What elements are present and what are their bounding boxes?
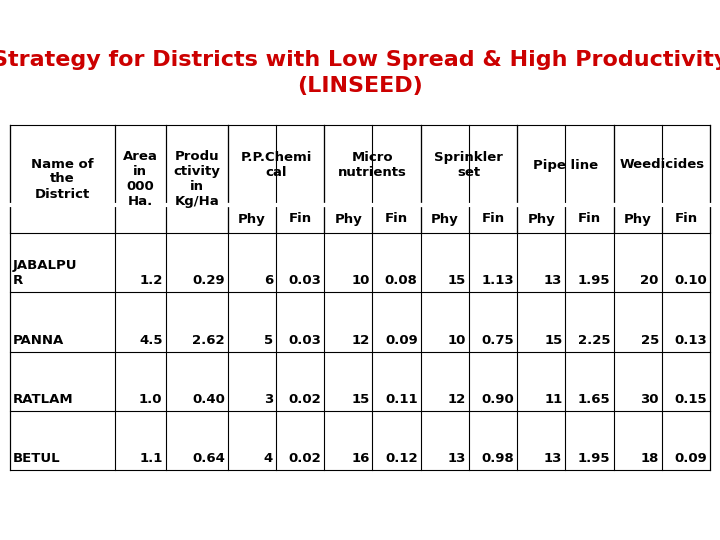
Text: 4: 4: [264, 452, 273, 465]
Text: 1.2: 1.2: [139, 274, 163, 287]
Text: 30: 30: [640, 393, 659, 406]
Text: Fin: Fin: [385, 213, 408, 226]
Text: 12: 12: [351, 334, 369, 347]
Text: 0.03: 0.03: [288, 334, 321, 347]
Text: 10: 10: [448, 334, 466, 347]
Text: Pipe line: Pipe line: [533, 159, 598, 172]
Text: 0.08: 0.08: [384, 274, 418, 287]
Text: Name of
the
District: Name of the District: [31, 158, 94, 200]
Text: Phy: Phy: [335, 213, 362, 226]
Text: 0.02: 0.02: [289, 452, 321, 465]
Text: 0.13: 0.13: [674, 334, 707, 347]
Text: 1.65: 1.65: [578, 393, 611, 406]
Text: 4.5: 4.5: [139, 334, 163, 347]
Text: 0.64: 0.64: [192, 452, 225, 465]
Text: 1.13: 1.13: [482, 274, 514, 287]
Text: 15: 15: [351, 393, 369, 406]
Text: JABALPU
R: JABALPU R: [13, 259, 78, 287]
Text: 0.02: 0.02: [289, 393, 321, 406]
Text: 12: 12: [448, 393, 466, 406]
Text: 0.03: 0.03: [288, 274, 321, 287]
Text: 0.29: 0.29: [192, 274, 225, 287]
Text: 15: 15: [544, 334, 562, 347]
Text: Micro
nutrients: Micro nutrients: [338, 151, 407, 179]
Text: Weedicides: Weedicides: [619, 159, 704, 172]
Text: Fin: Fin: [578, 213, 601, 226]
Text: BETUL: BETUL: [13, 452, 60, 465]
Text: 3: 3: [264, 393, 273, 406]
Text: Fin: Fin: [675, 213, 698, 226]
Text: 0.75: 0.75: [482, 334, 514, 347]
Text: 1.95: 1.95: [578, 274, 611, 287]
Text: 10: 10: [351, 274, 369, 287]
Text: Fin: Fin: [289, 213, 312, 226]
Text: 0.40: 0.40: [192, 393, 225, 406]
Text: 0.10: 0.10: [674, 274, 707, 287]
Text: 1.1: 1.1: [139, 452, 163, 465]
Text: 2.25: 2.25: [578, 334, 611, 347]
Text: 13: 13: [448, 452, 466, 465]
Text: 0.98: 0.98: [482, 452, 514, 465]
Text: Phy: Phy: [527, 213, 555, 226]
Text: 11: 11: [544, 393, 562, 406]
Text: Produ
ctivity
in
Kg/Ha: Produ ctivity in Kg/Ha: [174, 150, 220, 208]
Text: 13: 13: [544, 452, 562, 465]
Text: Phy: Phy: [624, 213, 652, 226]
Text: P.P.Chemi
cal: P.P.Chemi cal: [240, 151, 312, 179]
Text: 1.95: 1.95: [578, 452, 611, 465]
Text: 18: 18: [640, 452, 659, 465]
Text: Area
in
000
Ha.: Area in 000 Ha.: [123, 150, 158, 208]
Text: Strategy for Districts with Low Spread & High Productivity
(LINSEED): Strategy for Districts with Low Spread &…: [0, 50, 720, 97]
Text: Sprinkler
set: Sprinkler set: [434, 151, 503, 179]
Text: RATLAM: RATLAM: [13, 393, 73, 406]
Text: 13: 13: [544, 274, 562, 287]
Text: 0.09: 0.09: [674, 452, 707, 465]
Text: 15: 15: [448, 274, 466, 287]
Text: 0.12: 0.12: [385, 452, 418, 465]
Text: 6: 6: [264, 274, 273, 287]
Text: 0.11: 0.11: [385, 393, 418, 406]
Text: 2.62: 2.62: [192, 334, 225, 347]
Text: 20: 20: [640, 274, 659, 287]
Text: Fin: Fin: [482, 213, 505, 226]
Text: 16: 16: [351, 452, 369, 465]
Text: Phy: Phy: [431, 213, 459, 226]
Text: 0.09: 0.09: [385, 334, 418, 347]
Text: 0.15: 0.15: [675, 393, 707, 406]
Text: 1.0: 1.0: [139, 393, 163, 406]
Text: 0.90: 0.90: [482, 393, 514, 406]
Text: 25: 25: [641, 334, 659, 347]
Text: PANNA: PANNA: [13, 334, 64, 347]
Text: 5: 5: [264, 334, 273, 347]
Text: Phy: Phy: [238, 213, 266, 226]
